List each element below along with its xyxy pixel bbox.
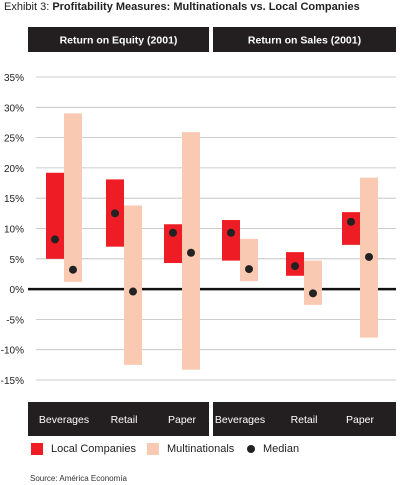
profitability-chart: 35% 30% 25% 20% 15% 10% 5% 0% -5% -10% -15% Return … [1, 27, 396, 436]
legend-multinationals-swatch [147, 443, 159, 455]
legend-median-label: Median [263, 443, 300, 455]
category-label: Beverages [215, 414, 265, 426]
panel-header [213, 27, 396, 52]
source-note: Source: América Economía [30, 474, 127, 483]
median-local [111, 209, 119, 218]
exhibit-title: Exhibit 3: Profitability Measures: Multi… [4, 1, 360, 13]
median-multinationals [245, 265, 253, 274]
category-band [213, 402, 396, 436]
bar-multinationals [304, 260, 322, 305]
chart-panel-2: Return on Sales (2001) Beverages Retail Pap… [213, 27, 396, 436]
y-tick-label: -15% [1, 376, 24, 387]
median-multinationals [309, 289, 317, 298]
y-tick-label: 30% [4, 103, 24, 114]
exhibit-heading: Profitability Measures: Multinationals v… [52, 1, 360, 13]
chart-panel-1: Return on Equity (2001) Beverages Retail Pa… [28, 27, 209, 436]
bar-local [164, 224, 182, 264]
y-tick-label: -5% [6, 315, 24, 326]
chart-legend: Local Companies Multinationals Median [0, 443, 400, 461]
y-tick-label: 35% [4, 73, 24, 84]
median-multinationals [365, 252, 373, 261]
category-label: Retail [111, 414, 138, 426]
bar-multinationals [240, 238, 258, 282]
legend-multinationals: Multinationals [147, 443, 234, 455]
legend-local-swatch [31, 443, 43, 455]
panel-title: Return on Equity (2001) [60, 35, 178, 47]
y-tick-label: 25% [4, 134, 24, 145]
median-local [291, 262, 299, 271]
bar-local [342, 212, 360, 245]
y-tick-label: 5% [10, 255, 25, 266]
category-label: Paper [346, 414, 375, 426]
legend-median: Median [247, 443, 299, 455]
bar-multinationals [124, 205, 142, 365]
y-tick-label: 10% [4, 225, 24, 236]
y-tick-label: 20% [4, 164, 24, 175]
bar-multinationals [64, 113, 82, 282]
median-multinationals [69, 265, 77, 274]
legend-local: Local Companies [31, 443, 136, 455]
bar-local [222, 220, 240, 261]
exhibit-prefix: Exhibit 3: [4, 1, 50, 13]
category-label: Beverages [39, 414, 89, 426]
y-tick-label: 0% [10, 285, 25, 296]
legend-median-marker [247, 445, 255, 453]
y-tick-label: 15% [4, 194, 24, 205]
median-local [227, 228, 235, 237]
panel-header [28, 27, 209, 52]
legend-local-label: Local Companies [51, 443, 136, 455]
median-local [347, 217, 355, 226]
y-tick-label: -10% [1, 346, 24, 357]
category-label: Retail [291, 414, 318, 426]
legend-multinationals-label: Multinationals [167, 443, 235, 455]
median-multinationals [129, 287, 137, 296]
category-label: Paper [168, 414, 197, 426]
category-band [28, 402, 209, 436]
bar-local [46, 172, 64, 259]
median-local [169, 228, 177, 237]
median-local [51, 235, 59, 244]
median-multinationals [187, 248, 195, 257]
panel-title: Return on Sales (2001) [248, 35, 361, 47]
